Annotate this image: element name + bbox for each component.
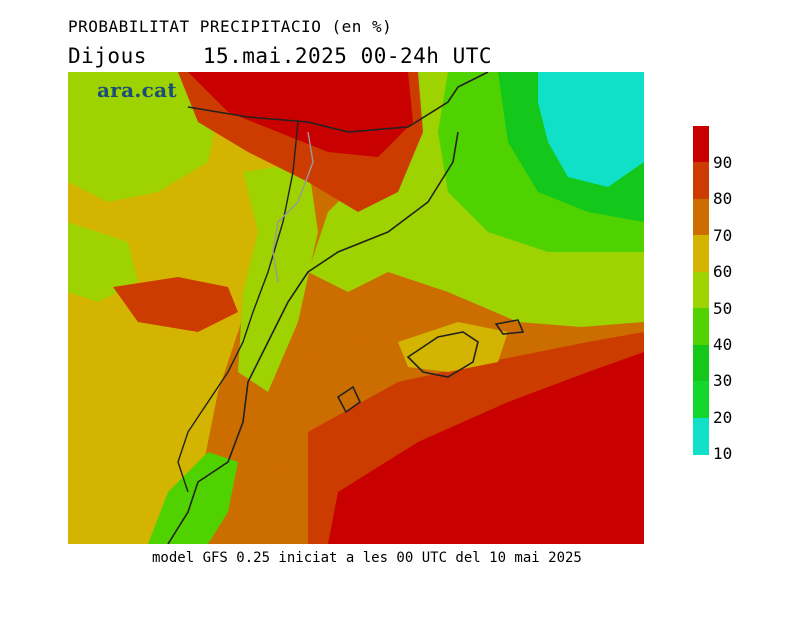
region-border-gray xyxy=(272,131,314,283)
legend-swatch xyxy=(693,271,709,309)
map-canvas xyxy=(68,72,644,544)
border-line xyxy=(177,121,299,493)
legend-tick-label: 50 xyxy=(713,298,733,318)
island-mallorca xyxy=(406,331,479,378)
legend-swatch xyxy=(693,381,709,419)
legend-swatch xyxy=(693,235,709,273)
legend-tick-label: 90 xyxy=(713,153,733,172)
legend-swatch xyxy=(693,162,709,200)
forecast-date-range: 15.mai.2025 00-24h UTC xyxy=(202,44,493,68)
legend-swatch xyxy=(693,198,709,236)
model-run-note: model GFS 0.25 iniciat a les 00 UTC del … xyxy=(152,550,582,566)
island-menorca xyxy=(494,319,525,335)
legend-tick-label: 80 xyxy=(713,189,733,209)
legend-tick-label: 70 xyxy=(713,225,733,245)
legend-swatch xyxy=(693,344,709,382)
legend-tick-label: 30 xyxy=(713,371,733,391)
zone-sea-darkred xyxy=(328,352,644,544)
coastline xyxy=(167,72,489,544)
zone-cyan xyxy=(538,72,644,187)
forecast-period: Dijous 15.mai.2025 00-24h UTC xyxy=(68,44,492,68)
legend-tick-label: 20 xyxy=(713,407,733,427)
zone-west-green xyxy=(68,72,218,202)
legend-tick-label: 60 xyxy=(713,262,733,282)
forecast-day: Dijous xyxy=(68,44,147,68)
legend-tick-label: 40 xyxy=(713,335,733,354)
legend-swatch xyxy=(693,308,709,346)
aracat-logo: ara.cat xyxy=(97,78,177,102)
legend-swatch xyxy=(693,417,709,455)
chart-title: PROBABILITAT PRECIPITACIO (en %) xyxy=(68,17,393,36)
zone-west-green-2 xyxy=(68,222,138,302)
zone-pyrenees-darkred xyxy=(188,72,413,157)
island-ibiza xyxy=(336,385,362,414)
zone-central-green xyxy=(238,162,318,392)
zone-balearic-yellow xyxy=(398,322,508,372)
zone-west-red xyxy=(113,277,238,332)
color-legend: 90 80 70 60 50 40 30 20 10 xyxy=(693,126,783,462)
legend-swatch xyxy=(693,126,709,163)
probability-map xyxy=(68,72,644,544)
legend-tick-label: 10 xyxy=(713,444,733,464)
